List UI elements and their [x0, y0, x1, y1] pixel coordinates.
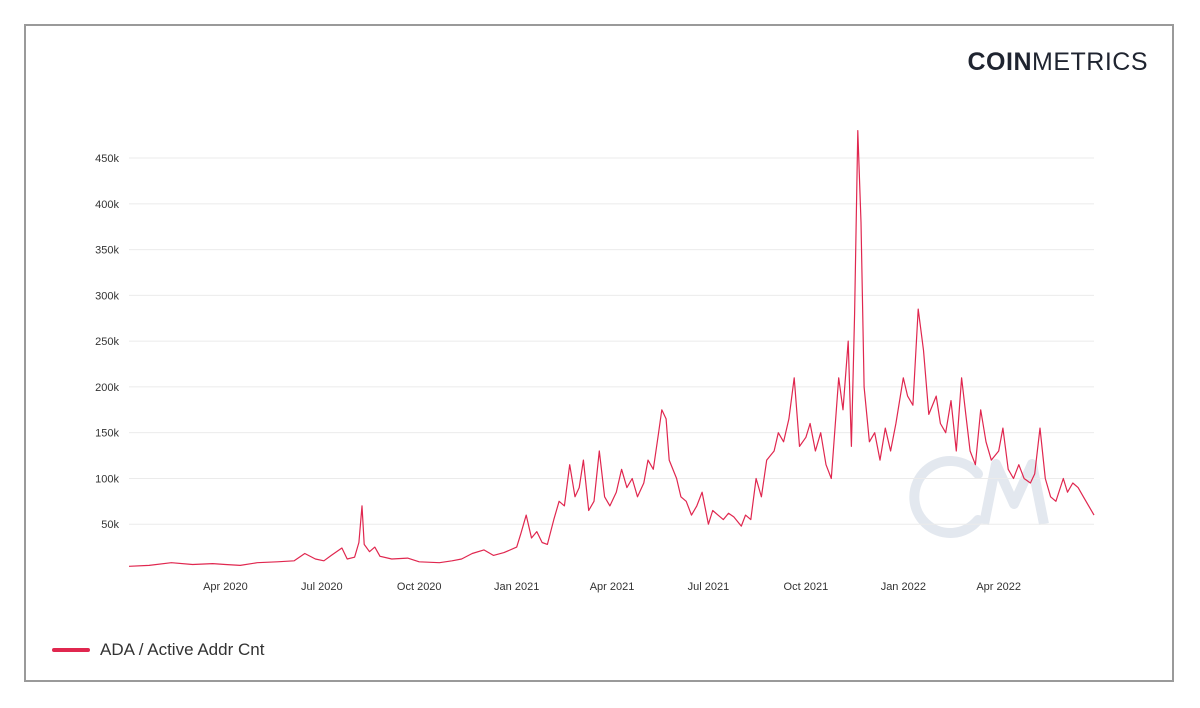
y-tick-label: 100k [95, 473, 119, 485]
cm-watermark-logo [909, 456, 1049, 538]
x-tick-label: Apr 2020 [203, 581, 248, 593]
y-tick-label: 400k [95, 199, 119, 211]
x-tick-label: Jul 2021 [688, 581, 730, 593]
y-tick-label: 200k [95, 382, 119, 394]
logo-bold-text: COIN [967, 48, 1032, 76]
y-tick-label: 300k [95, 290, 119, 302]
line-chart: 50k 100k 150k 200k 250k 300k 350k 400k 450k Apr … [95, 130, 1095, 593]
legend[interactable]: ADA / Active Addr Cnt [52, 640, 264, 660]
y-gridlines [129, 157, 1094, 525]
y-tick-label: 150k [95, 428, 119, 440]
x-tick-label: Jan 2021 [494, 581, 539, 593]
x-axis-tick-labels: Apr 2020 Jul 2020 Oct 2020 Jan 2021 Apr 2021… [203, 581, 1021, 593]
x-tick-label: Jul 2020 [301, 581, 343, 593]
chart-frame: COINMETRICS 50k 100k 150k 200k 250k 300k 350k 4… [24, 24, 1174, 682]
logo-light-text: METRICS [1032, 48, 1148, 76]
coinmetrics-logo: COINMETRICS [968, 48, 1149, 77]
x-tick-label: Oct 2020 [397, 581, 442, 593]
series-line-ada-active-addr-cnt [128, 130, 1095, 567]
x-tick-label: Oct 2021 [784, 581, 829, 593]
y-tick-label: 350k [95, 245, 119, 257]
y-axis-tick-labels: 50k 100k 150k 200k 250k 300k 350k 400k 450k [95, 153, 119, 531]
x-tick-label: Apr 2022 [976, 581, 1021, 593]
x-tick-label: Apr 2021 [590, 581, 635, 593]
y-tick-label: 50k [101, 519, 119, 531]
series-layer [128, 130, 1095, 567]
legend-swatch [52, 648, 90, 652]
y-tick-label: 450k [95, 153, 119, 165]
legend-label: ADA / Active Addr Cnt [100, 640, 265, 659]
y-tick-label: 250k [95, 336, 119, 348]
x-tick-label: Jan 2022 [881, 581, 926, 593]
